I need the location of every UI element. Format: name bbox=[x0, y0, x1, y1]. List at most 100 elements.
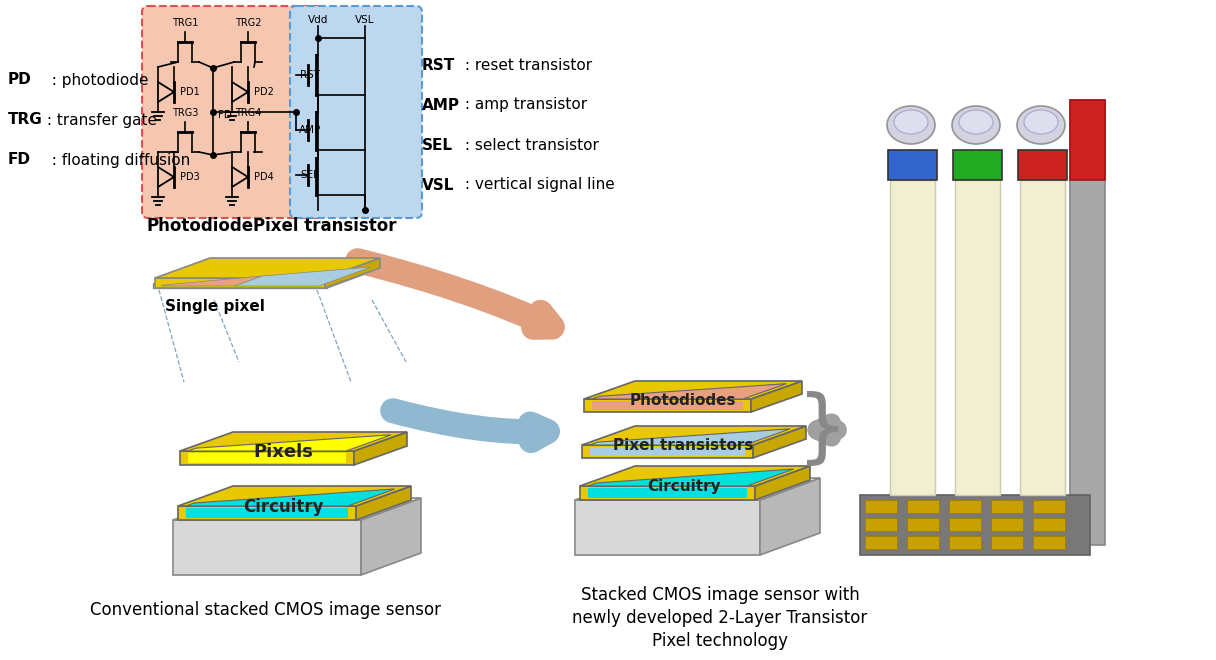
Bar bbox=[865, 536, 897, 549]
Text: }: } bbox=[796, 391, 849, 469]
Polygon shape bbox=[890, 180, 935, 495]
Polygon shape bbox=[325, 258, 379, 288]
Text: VSL: VSL bbox=[355, 15, 375, 25]
Text: AMP: AMP bbox=[299, 125, 321, 135]
Text: TRG2: TRG2 bbox=[235, 18, 261, 28]
FancyBboxPatch shape bbox=[142, 6, 322, 218]
Text: Pixel technology: Pixel technology bbox=[652, 632, 788, 650]
Bar bbox=[948, 518, 981, 531]
Polygon shape bbox=[592, 383, 787, 399]
Text: TRG: TRG bbox=[9, 112, 43, 127]
Text: PD1: PD1 bbox=[180, 87, 199, 97]
Polygon shape bbox=[760, 478, 820, 555]
Polygon shape bbox=[153, 263, 384, 284]
Polygon shape bbox=[953, 150, 1002, 180]
Text: : vertical signal line: : vertical signal line bbox=[460, 178, 615, 193]
Polygon shape bbox=[154, 278, 325, 288]
Bar bbox=[1034, 518, 1065, 531]
Bar bbox=[991, 518, 1023, 531]
Polygon shape bbox=[1070, 100, 1105, 180]
Polygon shape bbox=[580, 486, 755, 500]
Polygon shape bbox=[173, 498, 421, 520]
Text: : amp transistor: : amp transistor bbox=[460, 98, 587, 112]
Text: Pixel transistors: Pixel transistors bbox=[613, 438, 754, 453]
Polygon shape bbox=[180, 451, 354, 465]
Text: Conventional stacked CMOS image sensor: Conventional stacked CMOS image sensor bbox=[90, 601, 440, 619]
Polygon shape bbox=[860, 495, 1090, 555]
Polygon shape bbox=[589, 469, 794, 486]
Text: SEL: SEL bbox=[422, 137, 454, 152]
Bar bbox=[907, 518, 939, 531]
Polygon shape bbox=[186, 508, 348, 518]
Polygon shape bbox=[580, 466, 810, 486]
Text: Single pixel: Single pixel bbox=[164, 300, 264, 315]
Text: Pixel transistor: Pixel transistor bbox=[253, 217, 396, 235]
Bar bbox=[907, 536, 939, 549]
Text: PD3: PD3 bbox=[180, 172, 199, 182]
Polygon shape bbox=[1018, 150, 1066, 180]
Polygon shape bbox=[584, 399, 751, 412]
Ellipse shape bbox=[959, 110, 993, 134]
Text: Photodiode: Photodiode bbox=[146, 217, 254, 235]
Text: VSL: VSL bbox=[422, 178, 455, 193]
Text: AMP: AMP bbox=[422, 98, 460, 112]
Polygon shape bbox=[753, 426, 806, 458]
Text: RST: RST bbox=[300, 70, 320, 80]
Text: PD: PD bbox=[9, 73, 32, 88]
Polygon shape bbox=[356, 486, 411, 520]
Text: FD: FD bbox=[9, 152, 30, 168]
Text: Circuitry: Circuitry bbox=[243, 498, 323, 516]
Polygon shape bbox=[154, 258, 379, 278]
Polygon shape bbox=[178, 486, 411, 506]
Text: : reset transistor: : reset transistor bbox=[460, 57, 592, 73]
Polygon shape bbox=[1020, 180, 1065, 495]
Text: newly developed 2-Layer Transistor: newly developed 2-Layer Transistor bbox=[573, 609, 868, 627]
Text: : photodiode: : photodiode bbox=[43, 73, 148, 88]
Text: TRG3: TRG3 bbox=[171, 108, 198, 118]
Bar bbox=[948, 536, 981, 549]
Polygon shape bbox=[590, 447, 745, 456]
Polygon shape bbox=[361, 498, 421, 575]
Text: RST: RST bbox=[422, 57, 455, 73]
Bar bbox=[1034, 500, 1065, 513]
Polygon shape bbox=[235, 267, 371, 286]
Text: : select transistor: : select transistor bbox=[460, 137, 598, 152]
Text: SEL: SEL bbox=[300, 170, 320, 180]
Polygon shape bbox=[590, 429, 790, 445]
Bar bbox=[948, 500, 981, 513]
Polygon shape bbox=[188, 435, 392, 451]
Polygon shape bbox=[327, 263, 384, 288]
Polygon shape bbox=[188, 453, 347, 463]
Bar bbox=[991, 500, 1023, 513]
Text: FD: FD bbox=[218, 110, 232, 120]
Polygon shape bbox=[592, 401, 743, 410]
Text: : transfer gate: : transfer gate bbox=[43, 112, 157, 127]
Text: Stacked CMOS image sensor with: Stacked CMOS image sensor with bbox=[580, 586, 860, 604]
Text: PD2: PD2 bbox=[254, 87, 274, 97]
Polygon shape bbox=[1070, 100, 1105, 545]
Ellipse shape bbox=[1017, 106, 1065, 144]
Polygon shape bbox=[589, 488, 747, 498]
Text: Photodiodes: Photodiodes bbox=[630, 393, 736, 408]
Text: Pixels: Pixels bbox=[253, 444, 313, 461]
Polygon shape bbox=[582, 426, 806, 445]
Polygon shape bbox=[153, 284, 327, 288]
Polygon shape bbox=[186, 489, 395, 506]
Text: Circuitry: Circuitry bbox=[647, 480, 721, 494]
Bar bbox=[991, 536, 1023, 549]
Ellipse shape bbox=[886, 106, 935, 144]
Polygon shape bbox=[180, 432, 407, 451]
Polygon shape bbox=[584, 381, 803, 399]
Polygon shape bbox=[575, 478, 820, 500]
Bar bbox=[907, 500, 939, 513]
Text: : floating diffusion: : floating diffusion bbox=[43, 152, 190, 168]
Bar bbox=[1034, 536, 1065, 549]
Ellipse shape bbox=[952, 106, 1000, 144]
Bar bbox=[865, 500, 897, 513]
Text: TRG4: TRG4 bbox=[235, 108, 261, 118]
Ellipse shape bbox=[894, 110, 928, 134]
Polygon shape bbox=[178, 506, 356, 520]
Text: PD4: PD4 bbox=[254, 172, 274, 182]
Polygon shape bbox=[888, 150, 938, 180]
Polygon shape bbox=[575, 500, 760, 555]
